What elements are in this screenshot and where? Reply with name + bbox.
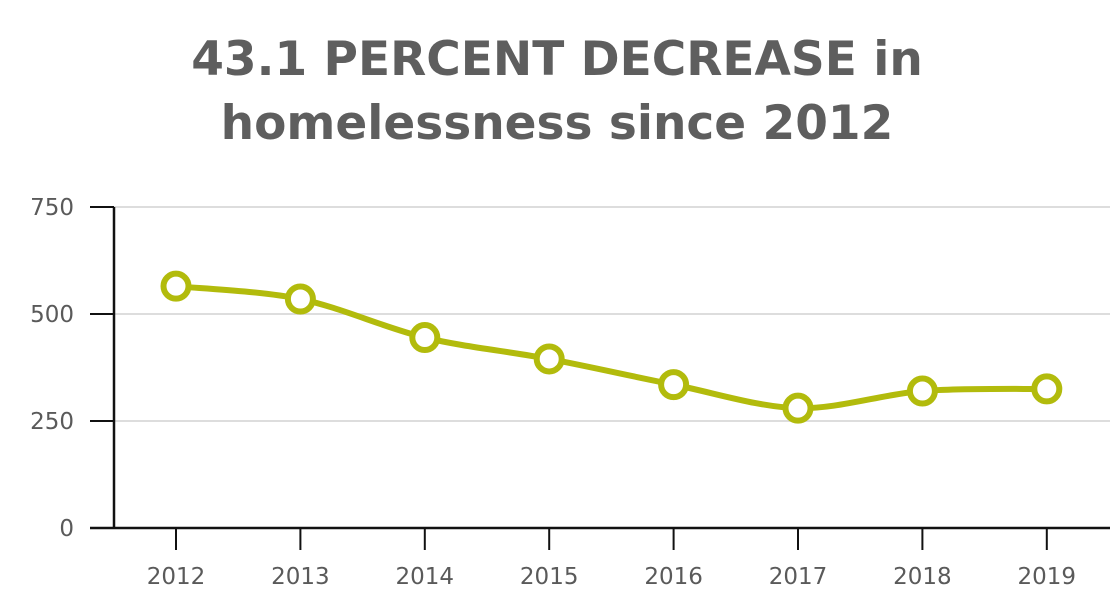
y-axis-ticks: 0 250 500 750 — [30, 195, 114, 542]
x-tick-label: 2012 — [147, 564, 206, 590]
chart-title-line-2: homelessness since 2012 — [220, 96, 894, 151]
chart-title: 43.1 PERCENT DECREASE in homelessness si… — [0, 28, 1114, 156]
data-point-2014 — [409, 322, 441, 354]
data-point-2012 — [160, 270, 192, 302]
data-point-2013 — [284, 283, 316, 315]
y-tick-label: 500 — [30, 302, 74, 328]
series — [160, 270, 1063, 424]
x-tick-label: 2013 — [271, 564, 330, 590]
y-tick-label: 250 — [30, 409, 74, 435]
x-tick-label: 2019 — [1018, 564, 1077, 590]
y-tick-label: 750 — [30, 195, 74, 221]
axes — [90, 207, 1110, 530]
chart-title-line-1: 43.1 PERCENT DECREASE in — [191, 32, 923, 87]
y-tick-label: 0 — [59, 516, 74, 542]
data-point-2019 — [1031, 373, 1063, 405]
data-point-2017 — [782, 392, 814, 424]
grid-lines — [114, 206, 1110, 422]
x-tick-label: 2016 — [644, 564, 703, 590]
x-tick-label: 2014 — [396, 564, 455, 590]
x-axis-ticks: 2012 2013 2014 2015 2016 2017 2018 2019 — [147, 528, 1076, 590]
data-point-2018 — [906, 375, 938, 407]
x-tick-label: 2015 — [520, 564, 579, 590]
data-point-2016 — [658, 369, 690, 401]
x-tick-label: 2017 — [769, 564, 828, 590]
data-point-2015 — [533, 343, 565, 375]
x-tick-label: 2018 — [893, 564, 952, 590]
